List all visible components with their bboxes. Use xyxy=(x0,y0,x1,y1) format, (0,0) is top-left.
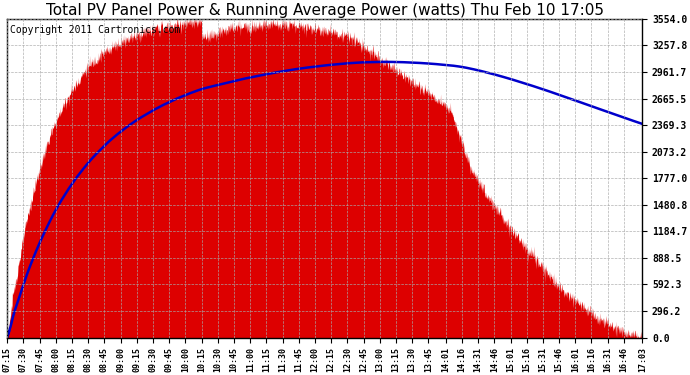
Text: Copyright 2011 Cartronics.com: Copyright 2011 Cartronics.com xyxy=(10,26,181,35)
Title: Total PV Panel Power & Running Average Power (watts) Thu Feb 10 17:05: Total PV Panel Power & Running Average P… xyxy=(46,3,604,18)
